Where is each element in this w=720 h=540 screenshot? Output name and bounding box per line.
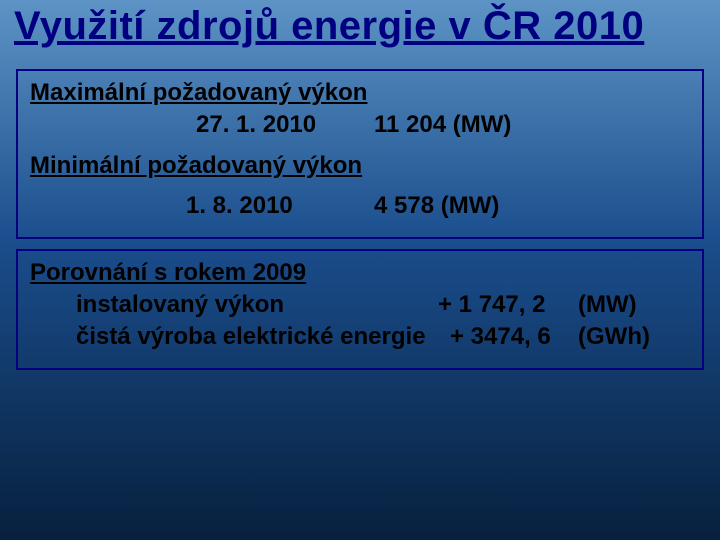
max-demand-value: 11 204 (MW) (350, 109, 550, 141)
min-demand-date: 1. 8. 2010 (30, 190, 350, 222)
max-demand-label: Maximální požadovaný výkon (30, 77, 690, 109)
max-demand-date: 27. 1. 2010 (30, 109, 350, 141)
box-comparison-2009: Porovnání s rokem 2009 instalovaný výkon… (16, 249, 704, 370)
net-production-label: čistá výroba elektrické energie (30, 321, 450, 353)
net-production-value: + 3474, 6 (450, 321, 578, 353)
box-power-demand: Maximální požadovaný výkon 27. 1. 2010 1… (16, 69, 704, 239)
page-title: Využití zdrojů energie v ČR 2010 (0, 0, 720, 59)
min-demand-value: 4 578 (MW) (350, 190, 550, 222)
comparison-label: Porovnání s rokem 2009 (30, 257, 690, 289)
net-production-unit: (GWh) (578, 321, 650, 353)
installed-power-value: + 1 747, 2 (438, 289, 578, 321)
min-demand-label: Minimální požadovaný výkon (30, 150, 690, 182)
installed-power-unit: (MW) (578, 289, 637, 321)
installed-power-label: instalovaný výkon (30, 289, 438, 321)
